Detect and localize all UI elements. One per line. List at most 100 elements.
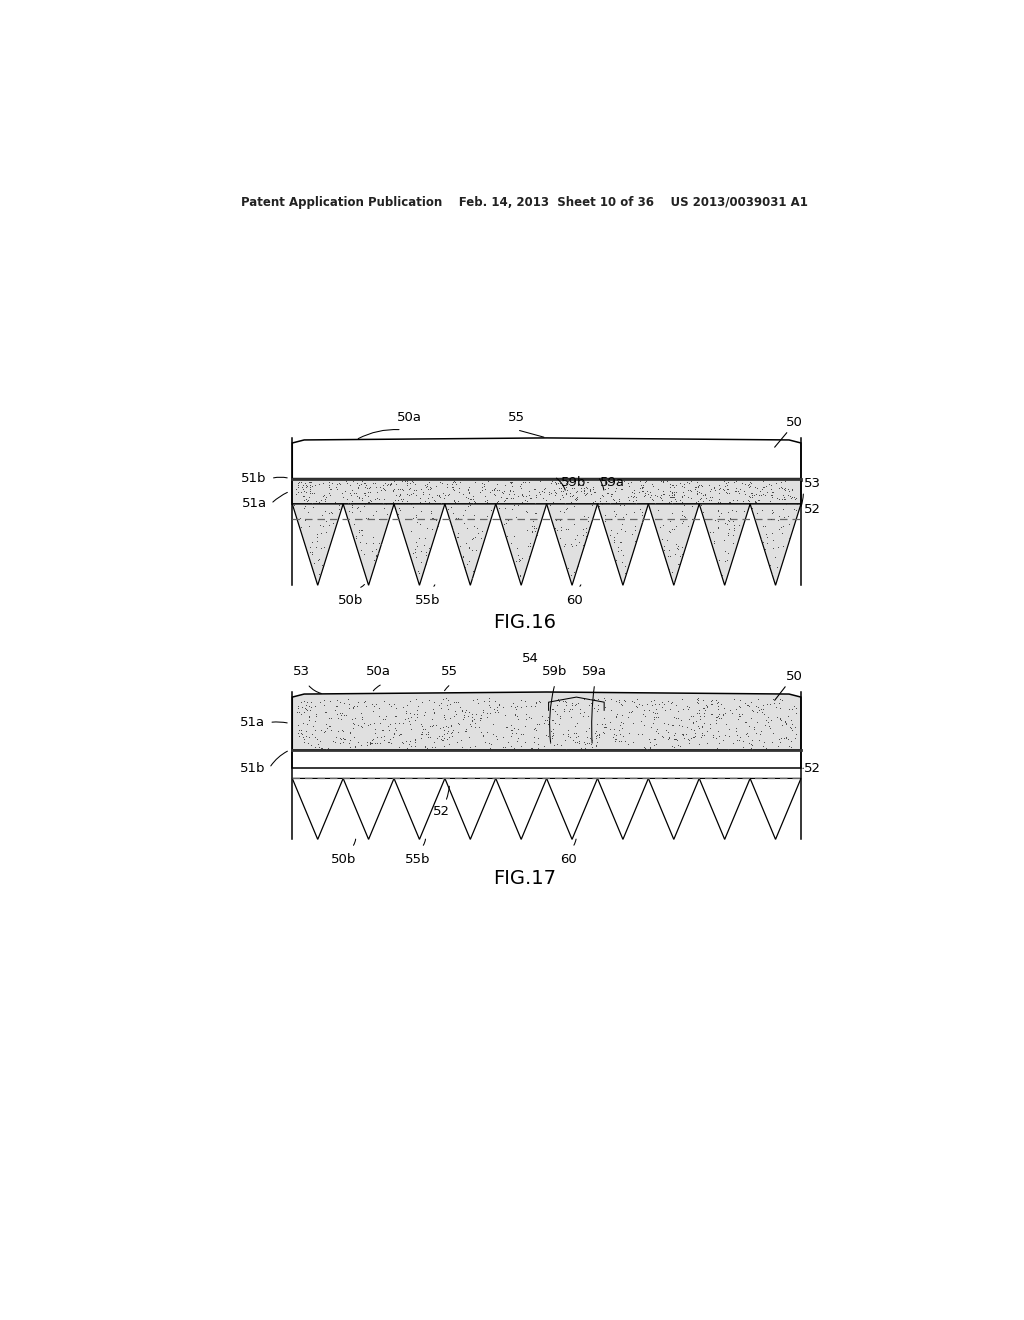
- Point: [606, 532, 623, 553]
- Point: [764, 564, 780, 585]
- Point: [450, 731, 466, 752]
- Point: [298, 726, 314, 747]
- Point: [425, 698, 441, 719]
- Text: 50b: 50b: [338, 594, 362, 607]
- Point: [442, 693, 459, 714]
- Point: [461, 537, 477, 558]
- Point: [713, 693, 729, 714]
- Point: [635, 480, 651, 502]
- Polygon shape: [597, 779, 648, 840]
- Point: [490, 479, 507, 500]
- Point: [402, 690, 419, 711]
- Point: [685, 726, 701, 747]
- Point: [779, 729, 796, 750]
- Point: [635, 477, 651, 498]
- Point: [670, 700, 686, 721]
- Point: [346, 727, 362, 748]
- Polygon shape: [547, 504, 597, 585]
- Point: [652, 516, 669, 537]
- Point: [703, 487, 720, 508]
- Point: [464, 568, 480, 589]
- Point: [468, 539, 484, 560]
- Point: [330, 708, 346, 729]
- Point: [359, 486, 376, 507]
- Point: [514, 492, 530, 513]
- Point: [782, 717, 799, 738]
- Point: [682, 479, 698, 500]
- Point: [650, 499, 667, 520]
- Point: [477, 731, 494, 752]
- Point: [690, 477, 707, 498]
- Point: [628, 531, 644, 552]
- Point: [436, 706, 453, 727]
- Point: [402, 520, 419, 541]
- Point: [337, 729, 353, 750]
- Point: [406, 543, 422, 564]
- Point: [570, 532, 587, 553]
- Point: [563, 564, 580, 585]
- Point: [368, 539, 384, 560]
- Point: [299, 700, 315, 721]
- Point: [711, 726, 727, 747]
- Point: [692, 488, 709, 510]
- Point: [304, 483, 321, 504]
- Point: [416, 705, 432, 726]
- Point: [418, 528, 434, 549]
- Point: [774, 521, 791, 543]
- Point: [469, 689, 485, 710]
- Point: [455, 483, 471, 504]
- Point: [607, 480, 624, 502]
- Point: [432, 471, 449, 492]
- Point: [474, 725, 490, 746]
- Point: [772, 731, 788, 752]
- Point: [641, 729, 657, 750]
- Point: [638, 480, 654, 502]
- Point: [360, 491, 377, 512]
- Point: [712, 506, 728, 527]
- Point: [664, 469, 680, 490]
- Point: [584, 495, 600, 516]
- Point: [754, 499, 770, 520]
- Point: [455, 737, 471, 758]
- Point: [417, 735, 433, 756]
- Point: [544, 470, 560, 491]
- Point: [472, 705, 488, 726]
- Point: [654, 515, 671, 536]
- Point: [469, 517, 485, 539]
- Text: FIG.17: FIG.17: [494, 869, 556, 887]
- Point: [440, 698, 457, 719]
- Point: [359, 714, 376, 735]
- Point: [776, 507, 793, 528]
- Point: [588, 721, 604, 742]
- Point: [654, 690, 671, 711]
- Point: [305, 482, 322, 503]
- Point: [444, 477, 461, 498]
- Point: [464, 528, 480, 549]
- Point: [377, 480, 393, 502]
- Point: [371, 705, 387, 726]
- Point: [376, 690, 392, 711]
- Point: [387, 490, 403, 511]
- Point: [303, 735, 319, 756]
- Point: [662, 520, 678, 541]
- Point: [670, 554, 686, 576]
- Point: [540, 726, 556, 747]
- Point: [530, 713, 547, 734]
- Point: [675, 698, 691, 719]
- Point: [508, 507, 524, 528]
- Point: [574, 473, 591, 494]
- Point: [709, 738, 725, 759]
- Point: [331, 499, 347, 520]
- Point: [442, 722, 459, 743]
- Point: [745, 717, 762, 738]
- Point: [404, 473, 421, 494]
- Point: [769, 706, 785, 727]
- Point: [396, 471, 413, 492]
- Point: [671, 714, 687, 735]
- Point: [673, 470, 689, 491]
- Point: [763, 474, 779, 495]
- Point: [376, 726, 392, 747]
- Point: [410, 700, 426, 721]
- Point: [786, 696, 803, 717]
- Point: [639, 738, 655, 759]
